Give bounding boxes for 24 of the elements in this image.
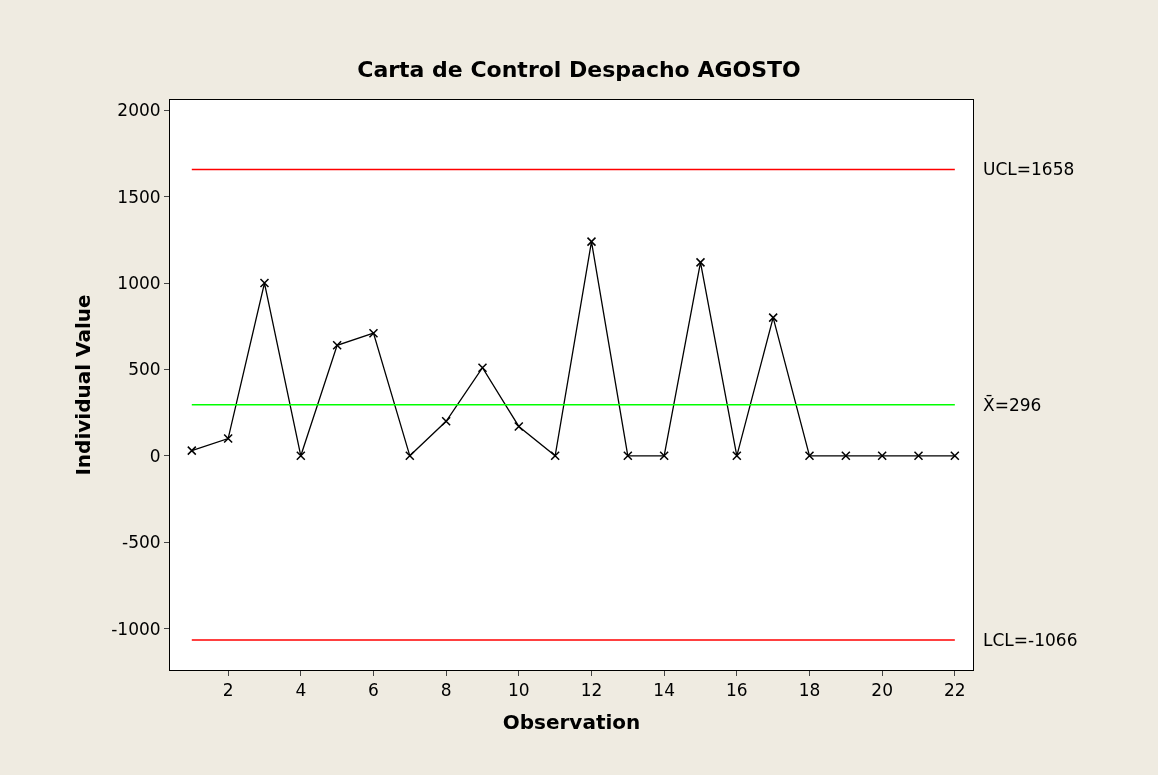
x-tick-label: 10 [507, 680, 530, 701]
x-tick-label: 18 [798, 680, 821, 701]
y-tick-label: 1500 [117, 186, 161, 207]
x-tick-label: 4 [295, 680, 307, 701]
ref-line-label: X̄=296 [983, 394, 1042, 416]
y-tick-label: -1000 [111, 618, 161, 639]
x-tick-label: 20 [871, 680, 893, 701]
x-tick-label: 6 [368, 680, 379, 701]
ref-line-label: UCL=1658 [983, 159, 1075, 179]
y-tick-label: 2000 [117, 100, 161, 121]
y-tick-label: -500 [122, 532, 161, 553]
x-tick-label: 16 [726, 680, 748, 701]
x-tick-label: 22 [944, 680, 966, 701]
y-axis-title: Individual Value [70, 294, 95, 476]
y-tick-label: 0 [149, 445, 161, 466]
y-tick-label: 1000 [117, 273, 161, 294]
x-tick-label: 8 [440, 680, 452, 701]
chart-title: Carta de Control Despacho AGOSTO [357, 57, 801, 83]
x-tick-label: 2 [222, 680, 234, 701]
x-axis-title: Observation [502, 709, 641, 734]
ref-line-label: LCL=-1066 [983, 630, 1078, 650]
x-tick-label: 12 [580, 680, 603, 701]
x-tick-label: 14 [653, 680, 675, 701]
y-tick-label: 500 [128, 359, 161, 380]
